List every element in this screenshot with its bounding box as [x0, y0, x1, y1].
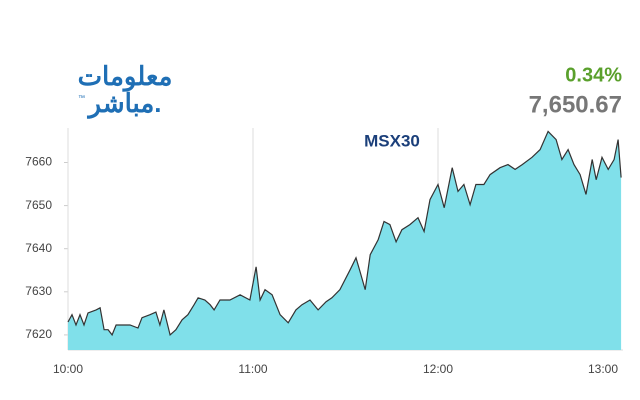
- change-percent: 0.34%: [565, 64, 622, 86]
- last-value: 7,650.67: [529, 91, 622, 118]
- y-tick-label: 7630: [25, 284, 52, 298]
- y-tick-label: 7660: [25, 155, 52, 169]
- x-tick-label: 11:00: [238, 362, 267, 376]
- y-tick-label: 7650: [25, 198, 52, 212]
- x-tick-label: 10:00: [53, 362, 83, 376]
- logo-trademark: ™: [78, 95, 85, 102]
- y-tick-label: 7640: [25, 241, 52, 255]
- chart-title: MSX30: [364, 131, 420, 150]
- line: [67, 130, 622, 337]
- y-tick-label: 7620: [25, 327, 52, 341]
- area: [68, 131, 622, 350]
- x-tick-label: 12:00: [423, 362, 453, 376]
- logo-line2: مباشر.: [86, 88, 161, 119]
- logo-line1: معلومات: [78, 61, 173, 92]
- x-tick-label: 13:00: [588, 362, 618, 376]
